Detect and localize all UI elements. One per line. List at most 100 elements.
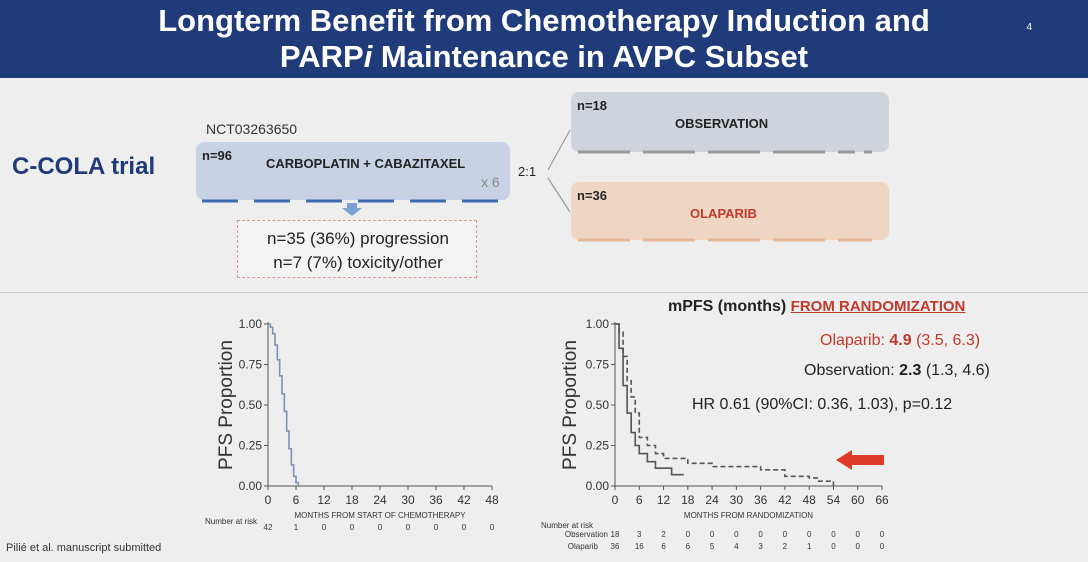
y-tick-label: 0.25 bbox=[586, 439, 610, 453]
y-tick-label: 0.00 bbox=[586, 479, 610, 493]
y-axis-label: PFS Proportion bbox=[216, 340, 237, 470]
induction-box: n=96 CARBOPLATIN + CABAZITAXEL x 6 bbox=[196, 142, 510, 200]
at-risk-value: 0 bbox=[807, 530, 812, 539]
at-risk-value: 0 bbox=[406, 523, 411, 532]
title-banner: Longterm Benefit from Chemotherapy Induc… bbox=[0, 0, 1088, 78]
x-tick-label: 36 bbox=[754, 493, 768, 507]
x-tick-label: 48 bbox=[803, 493, 817, 507]
slide-number: 4 bbox=[1026, 22, 1032, 33]
at-risk-value: 1 bbox=[294, 523, 299, 532]
x-tick-label: 30 bbox=[730, 493, 744, 507]
induction-regimen: CARBOPLATIN + CABAZITAXEL bbox=[266, 156, 466, 171]
at-risk-value: 0 bbox=[831, 530, 836, 539]
section-divider bbox=[0, 292, 1088, 293]
slide-title-line-2: PARPi Maintenance in AVPC Subset bbox=[0, 39, 1088, 75]
slide-title: Longterm Benefit from Chemotherapy Induc… bbox=[0, 3, 1088, 75]
km-curve-olaparib bbox=[615, 323, 835, 486]
dropout-box: n=35 (36%) progression n=7 (7%) toxicity… bbox=[237, 220, 477, 278]
at-risk-value: 0 bbox=[378, 523, 383, 532]
x-tick-label: 54 bbox=[827, 493, 841, 507]
at-risk-value: 0 bbox=[434, 523, 439, 532]
at-risk-value: 0 bbox=[880, 542, 885, 551]
at-risk-value: 4 bbox=[734, 542, 739, 551]
trial-name: C-COLA trial bbox=[12, 153, 156, 180]
mpfs-heading-main: mPFS (months) bbox=[668, 298, 791, 315]
at-risk-row-name: Olaparib bbox=[568, 542, 599, 551]
x-tick-label: 18 bbox=[681, 493, 695, 507]
x-tick-label: 12 bbox=[657, 493, 671, 507]
observation-median: 2.3 bbox=[899, 362, 922, 379]
at-risk-value: 0 bbox=[758, 530, 763, 539]
observation-result-label: Observation: bbox=[804, 362, 900, 379]
at-risk-value: 0 bbox=[322, 523, 327, 532]
x-tick-label: 60 bbox=[851, 493, 865, 507]
at-risk-value: 0 bbox=[462, 523, 467, 532]
at-risk-value: 3 bbox=[637, 530, 642, 539]
title-parp: PARP bbox=[279, 39, 364, 74]
x-tick-label: 6 bbox=[636, 493, 643, 507]
observation-label: OBSERVATION bbox=[675, 116, 769, 131]
nct-number: NCT03263650 bbox=[206, 121, 298, 137]
olaparib-result: Olaparib: 4.9 (3.5, 6.3) bbox=[820, 332, 980, 350]
y-tick-label: 1.00 bbox=[586, 317, 610, 331]
y-tick-label: 0.50 bbox=[239, 398, 263, 412]
x-tick-label: 66 bbox=[875, 493, 889, 507]
slide-title-line-1: Longterm Benefit from Chemotherapy Induc… bbox=[158, 3, 930, 38]
title-rest: Maintenance in AVPC Subset bbox=[372, 39, 809, 74]
progression-count: n=35 (36%) progression bbox=[267, 229, 449, 248]
at-risk-value: 0 bbox=[686, 530, 691, 539]
at-risk-value: 36 bbox=[611, 542, 620, 551]
at-risk-value: 3 bbox=[758, 542, 763, 551]
x-axis-label: MONTHS FROM START OF CHEMOTHERAPY bbox=[294, 511, 466, 520]
km-curve-observation bbox=[615, 323, 684, 476]
x-tick-label: 6 bbox=[293, 493, 300, 507]
x-tick-label: 24 bbox=[373, 493, 387, 507]
at-risk-value: 0 bbox=[734, 530, 739, 539]
at-risk-value: 2 bbox=[783, 542, 788, 551]
x-tick-label: 42 bbox=[778, 493, 792, 507]
x-tick-label: 36 bbox=[429, 493, 443, 507]
y-tick-label: 0.50 bbox=[586, 398, 610, 412]
x-tick-label: 42 bbox=[457, 493, 471, 507]
y-axis-label: PFS Proportion bbox=[560, 340, 581, 470]
at-risk-value: 0 bbox=[783, 530, 788, 539]
x-tick-label: 48 bbox=[485, 493, 499, 507]
olaparib-median: 4.9 bbox=[889, 332, 912, 349]
mpfs-heading: mPFS (months) FROM RANDOMIZATION bbox=[668, 298, 965, 316]
x-tick-label: 0 bbox=[265, 493, 272, 507]
at-risk-value: 0 bbox=[350, 523, 355, 532]
observation-arm-box: n=18 OBSERVATION bbox=[571, 92, 889, 152]
at-risk-value: 0 bbox=[490, 523, 495, 532]
at-risk-value: 6 bbox=[661, 542, 666, 551]
at-risk-value: 5 bbox=[710, 542, 715, 551]
induction-cycles: x 6 bbox=[481, 174, 500, 190]
olaparib-label: OLAPARIB bbox=[690, 206, 757, 221]
y-tick-label: 0.75 bbox=[586, 358, 610, 372]
at-risk-value: 2 bbox=[661, 530, 666, 539]
x-tick-label: 0 bbox=[612, 493, 619, 507]
at-risk-value: 0 bbox=[856, 530, 861, 539]
observation-result: Observation: 2.3 (1.3, 4.6) bbox=[804, 362, 990, 380]
randomization-ratio: 2:1 bbox=[518, 164, 537, 179]
at-risk-title: Number at risk bbox=[541, 521, 594, 530]
arrow-left-icon bbox=[836, 450, 884, 470]
olaparib-ci: (3.5, 6.3) bbox=[911, 332, 981, 349]
citation: Pilié et al. manuscript submitted bbox=[6, 542, 162, 554]
at-risk-value: 0 bbox=[831, 542, 836, 551]
title-parp-i: i bbox=[363, 39, 373, 74]
olaparib-result-label: Olaparib: bbox=[820, 332, 890, 349]
x-tick-label: 24 bbox=[705, 493, 719, 507]
induction-n: n=96 bbox=[202, 148, 232, 163]
olaparib-arm-box: n=36 OLAPARIB bbox=[571, 182, 889, 240]
dropout-arrow-icon bbox=[342, 203, 362, 216]
km-curve-all bbox=[268, 323, 300, 486]
y-tick-label: 1.00 bbox=[239, 317, 263, 331]
x-axis-label: MONTHS FROM RANDOMIZATION bbox=[684, 511, 813, 520]
at-risk-value: 16 bbox=[635, 542, 644, 551]
at-risk-value: 0 bbox=[880, 530, 885, 539]
toxicity-count: n=7 (7%) toxicity/other bbox=[273, 253, 443, 272]
randomization-branches bbox=[547, 129, 571, 213]
hazard-ratio: HR 0.61 (90%CI: 0.36, 1.03), p=0.12 bbox=[692, 396, 953, 413]
